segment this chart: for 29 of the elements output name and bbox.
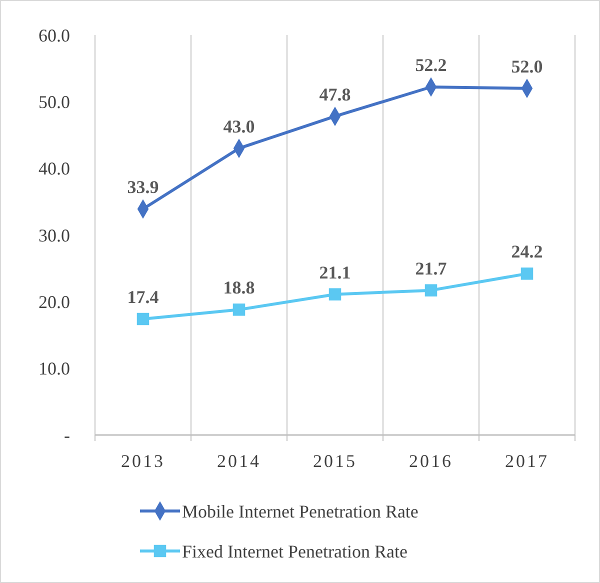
y-tick-label: 50.0 xyxy=(38,92,70,112)
x-tick-label: 2015 xyxy=(313,451,357,471)
y-tick-label: - xyxy=(64,425,70,446)
y-tick-label: 20.0 xyxy=(38,292,70,312)
point xyxy=(328,288,342,300)
y-tick-label: 30.0 xyxy=(38,225,70,246)
data-label: 21.7 xyxy=(415,258,447,278)
x-tick-label: 2013 xyxy=(121,451,165,471)
data-label: 21.1 xyxy=(319,262,351,282)
x-tick-label: 2016 xyxy=(409,451,453,471)
y-tick-label: 40.0 xyxy=(38,158,70,179)
data-label: 52.2 xyxy=(415,55,447,75)
data-label: 52.0 xyxy=(511,56,543,76)
data-label: 17.4 xyxy=(127,287,159,307)
legend-label: Fixed Internet Penetration Rate xyxy=(182,541,408,562)
x-tick-label: 2014 xyxy=(217,451,261,471)
data-label: 43.0 xyxy=(223,116,255,136)
data-label: 18.8 xyxy=(223,278,255,298)
data-label: 47.8 xyxy=(319,84,351,104)
point xyxy=(520,268,534,280)
point xyxy=(424,284,438,296)
point xyxy=(136,312,150,326)
legend-label: Mobile Internet Penetration Rate xyxy=(182,501,418,522)
y-tick-label: 10.0 xyxy=(38,358,70,379)
x-tick-label: 2017 xyxy=(505,451,549,471)
point xyxy=(232,304,246,316)
data-label: 33.9 xyxy=(127,177,159,197)
data-label: 24.2 xyxy=(511,242,543,262)
y-tick-label: 60.0 xyxy=(38,25,70,46)
